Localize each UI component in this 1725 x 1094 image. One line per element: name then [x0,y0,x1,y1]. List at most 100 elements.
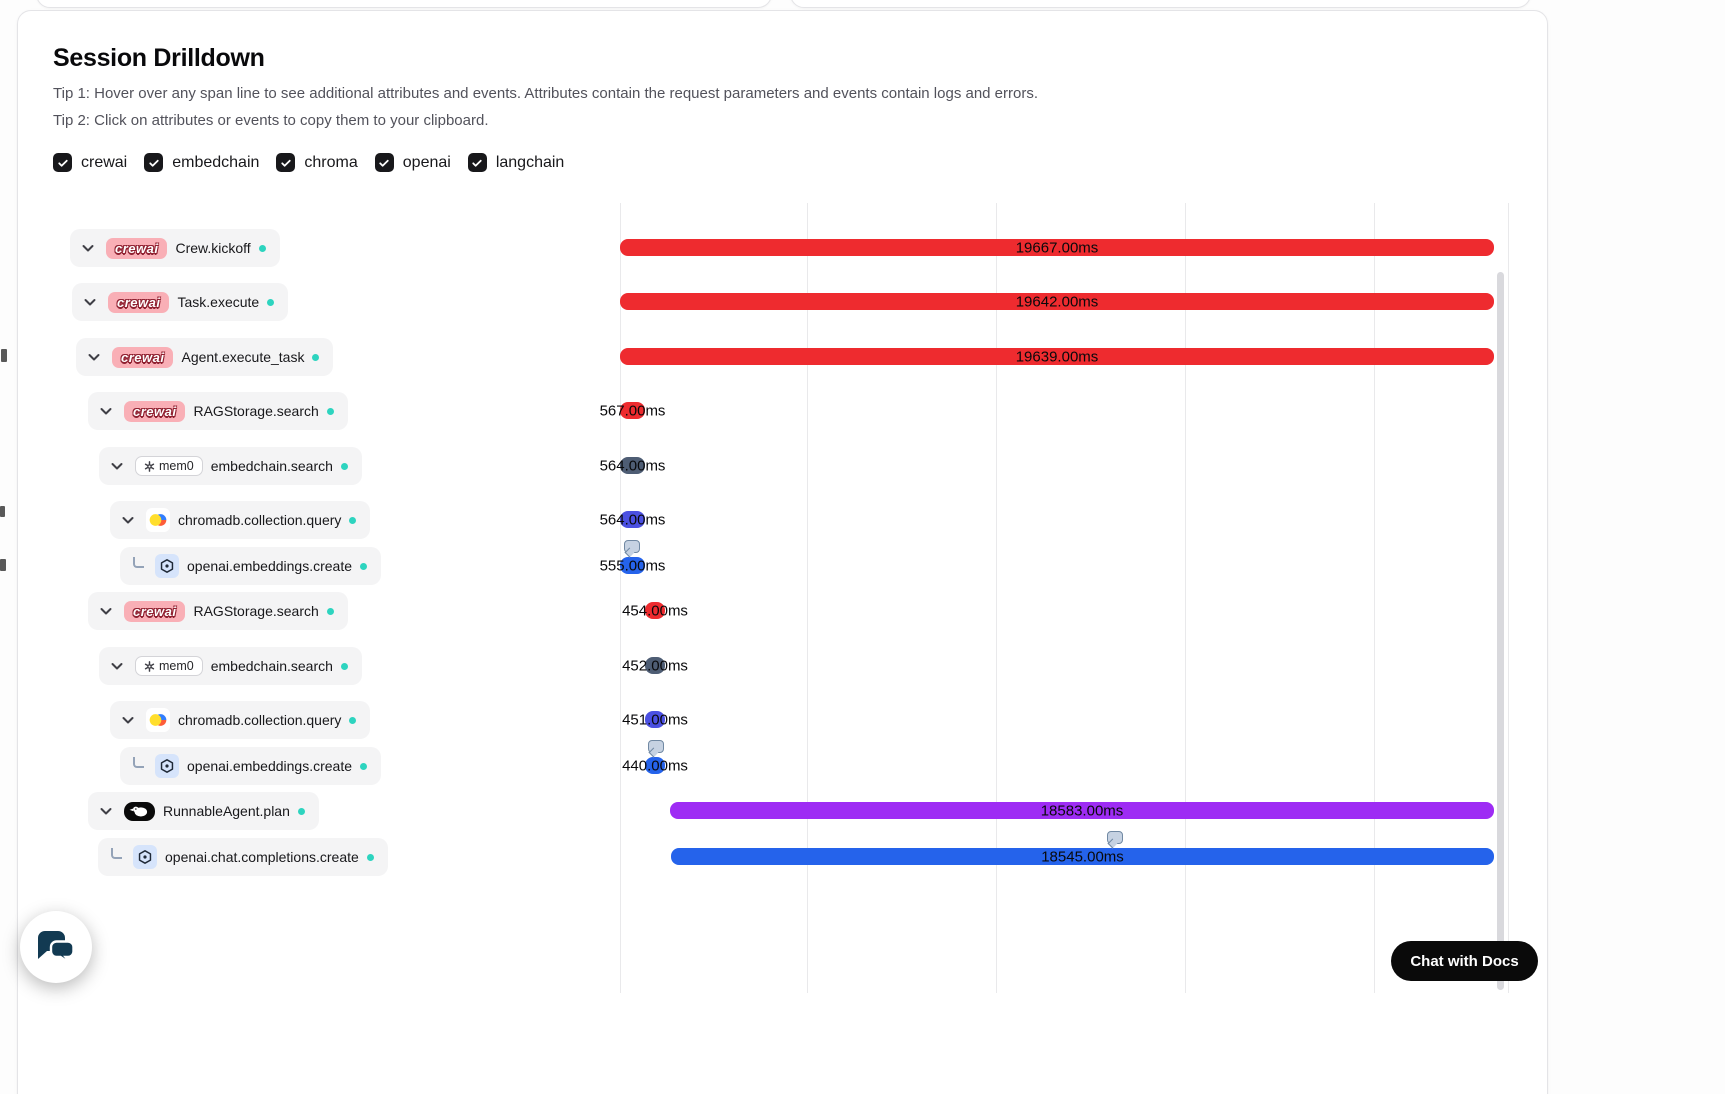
page-edge-artifact [0,506,5,517]
span-row-label[interactable]: crewai RAGStorage.search [88,392,348,430]
page-title: Session Drilldown [53,44,265,72]
crewai-logo-badge: crewai [112,346,174,368]
chevron-down-icon[interactable] [84,347,104,367]
span-name: openai.embeddings.create [187,758,353,774]
gridline [996,203,997,993]
gridline [1508,203,1509,993]
span-name: chromadb.collection.query [178,712,342,728]
checkbox-checked-icon[interactable] [53,153,72,172]
filter-openai[interactable]: openai [374,153,451,172]
langchain-logo-badge [124,801,155,821]
crewai-logo-badge: crewai [124,400,186,422]
span-row-label[interactable]: mem0 embedchain.search [99,447,362,485]
page-edge-artifact [0,559,6,571]
status-dot [366,853,374,861]
span-bar[interactable] [671,848,1494,865]
span-name: Agent.execute_task [181,349,305,365]
status-dot [340,462,348,470]
span-row-label[interactable]: crewai Task.execute [72,283,289,321]
span-bar[interactable] [670,802,1494,819]
status-dot [258,244,266,252]
span-bar[interactable] [620,457,645,474]
openai-logo-badge [155,554,179,578]
status-dot [349,516,357,524]
crewai-logo-badge: crewai [124,600,186,622]
chevron-down-icon[interactable] [96,801,116,821]
span-row-label[interactable]: chromadb.collection.query [110,701,371,739]
elbow-connector-icon [133,757,144,768]
chevron-down-icon[interactable] [96,401,116,421]
chevron-down-icon[interactable] [107,456,127,476]
filter-embedchain[interactable]: embedchain [144,153,259,172]
checkbox-checked-icon[interactable] [276,153,296,172]
openai-logo-badge [133,845,157,869]
span-name: Task.execute [177,294,260,310]
filter-crewai[interactable]: crewai [53,153,127,172]
span-bar[interactable] [645,757,665,774]
span-row-label[interactable]: openai.embeddings.create [120,747,382,785]
chevron-down-icon[interactable] [80,292,100,312]
chroma-logo-badge [146,708,170,732]
span-bar[interactable] [620,348,1494,365]
mem0-logo-badge: mem0 [135,656,203,676]
filter-label: chroma [304,153,358,171]
span-name: RAGStorage.search [193,603,319,619]
chat-launcher-button[interactable] [20,911,92,983]
span-bar[interactable] [620,402,645,419]
chevron-down-icon[interactable] [118,510,138,530]
page-edge-artifact [1,349,7,362]
event-bubble-icon[interactable] [648,740,664,753]
gridline [807,203,808,993]
span-name: embedchain.search [210,658,333,674]
status-dot [360,562,368,570]
filter-langchain[interactable]: langchain [467,153,564,172]
event-bubble-icon[interactable] [624,540,640,553]
status-dot [326,607,334,615]
filter-chroma[interactable]: chroma [276,153,358,172]
chevron-down-icon[interactable] [118,710,138,730]
span-row-label[interactable]: mem0 embedchain.search [99,647,362,685]
span-bar[interactable] [620,557,645,574]
checkbox-checked-icon[interactable] [144,153,164,172]
chart-scrollbar[interactable] [1497,272,1504,990]
span-row-label[interactable]: chromadb.collection.query [110,501,371,539]
span-bar[interactable] [645,657,665,674]
status-dot [297,807,305,815]
span-row-label[interactable]: RunnableAgent.plan [88,792,319,830]
span-row-label[interactable]: openai.chat.completions.create [98,838,388,876]
span-name: openai.embeddings.create [187,558,353,574]
status-dot [326,407,334,415]
elbow-connector-icon [133,557,144,568]
gridline [1374,203,1375,993]
status-dot [340,662,348,670]
span-bar[interactable] [620,239,1494,256]
filter-label: embedchain [172,153,260,171]
span-name: RunnableAgent.plan [163,803,290,819]
span-name: chromadb.collection.query [178,512,342,528]
crewai-logo-badge: crewai [108,291,170,313]
checkbox-checked-icon[interactable] [467,153,487,172]
span-bar[interactable] [645,602,665,619]
status-dot [349,716,357,724]
filter-row: crewai embedchain chroma openai langchai… [53,153,564,172]
chevron-down-icon[interactable] [96,601,116,621]
span-bar[interactable] [620,293,1494,310]
filter-label: crewai [81,153,128,171]
chevron-down-icon[interactable] [107,656,127,676]
span-bar[interactable] [645,711,665,728]
event-bubble-icon[interactable] [1107,831,1123,844]
status-dot [312,353,320,361]
span-bar[interactable] [620,511,645,528]
filter-label: openai [402,153,451,171]
chat-bubbles-icon [38,931,75,965]
span-row-label[interactable]: crewai RAGStorage.search [88,592,348,630]
span-row-label[interactable]: crewai Agent.execute_task [76,338,334,376]
span-row-label[interactable]: openai.embeddings.create [120,547,382,585]
span-row-label[interactable]: crewai Crew.kickoff [70,229,280,267]
chat-with-docs-button[interactable]: Chat with Docs [1391,941,1538,981]
chevron-down-icon[interactable] [78,238,98,258]
status-dot [267,298,275,306]
checkbox-checked-icon[interactable] [374,153,394,172]
